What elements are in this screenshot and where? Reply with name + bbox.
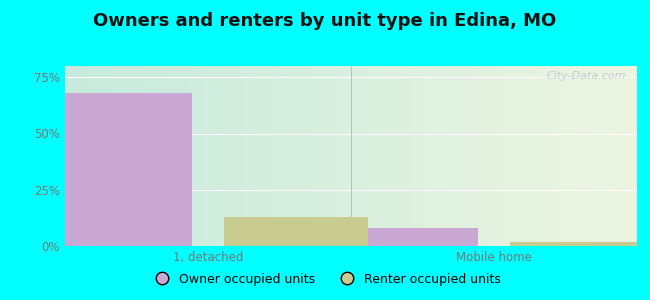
Text: City-Data.com: City-Data.com xyxy=(546,71,625,81)
Bar xyxy=(48,93,192,246)
Bar xyxy=(224,217,368,246)
Text: Owners and renters by unit type in Edina, MO: Owners and renters by unit type in Edina… xyxy=(94,12,556,30)
Bar xyxy=(334,228,478,246)
Bar xyxy=(510,242,650,246)
Legend: Owner occupied units, Renter occupied units: Owner occupied units, Renter occupied un… xyxy=(144,268,506,291)
